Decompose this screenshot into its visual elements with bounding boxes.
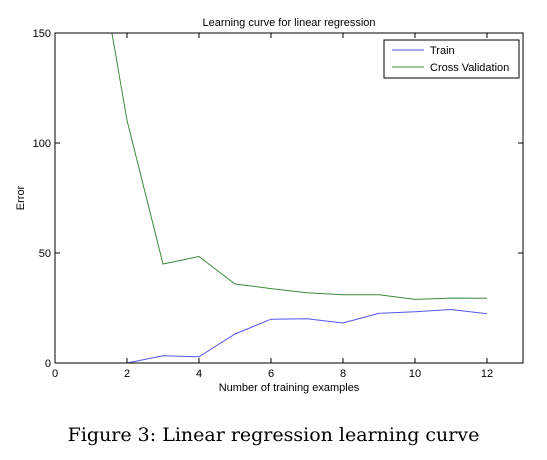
y-tick-label: 150	[33, 28, 51, 40]
y-tick-label: 50	[39, 248, 51, 260]
plot-frame	[54, 32, 524, 364]
legend: Train Cross Validation	[383, 39, 520, 79]
plot-area	[91, 33, 488, 363]
x-tick-label: 8	[340, 368, 346, 380]
x-axis: 0 2 4 6 8 10 12	[52, 33, 493, 380]
x-tick-label: 6	[268, 368, 274, 380]
x-axis-label: Number of training examples	[219, 382, 360, 394]
x-tick-label: 0	[52, 368, 58, 380]
x-tick-label: 4	[196, 368, 202, 380]
y-axis-label: Error	[15, 185, 27, 210]
y-axis: 0 50 100 150	[33, 28, 523, 370]
y-tick-label: 100	[33, 138, 51, 150]
learning-curve-chart: Learning curve for linear regression 0 2 4…	[15, 17, 524, 394]
legend-label: Train	[430, 45, 455, 57]
figure-caption: Figure 3: Linear regression learning cur…	[67, 424, 480, 446]
legend-label: Cross Validation	[430, 62, 509, 74]
y-tick-label: 0	[45, 358, 51, 370]
legend-box	[383, 39, 520, 79]
x-tick-label: 12	[481, 368, 493, 380]
series-line-train	[91, 308, 488, 363]
series-line-cross-validation	[111, 33, 488, 300]
x-tick-label: 2	[124, 368, 130, 380]
x-tick-label: 10	[409, 368, 421, 380]
chart-title: Learning curve for linear regression	[202, 17, 375, 29]
